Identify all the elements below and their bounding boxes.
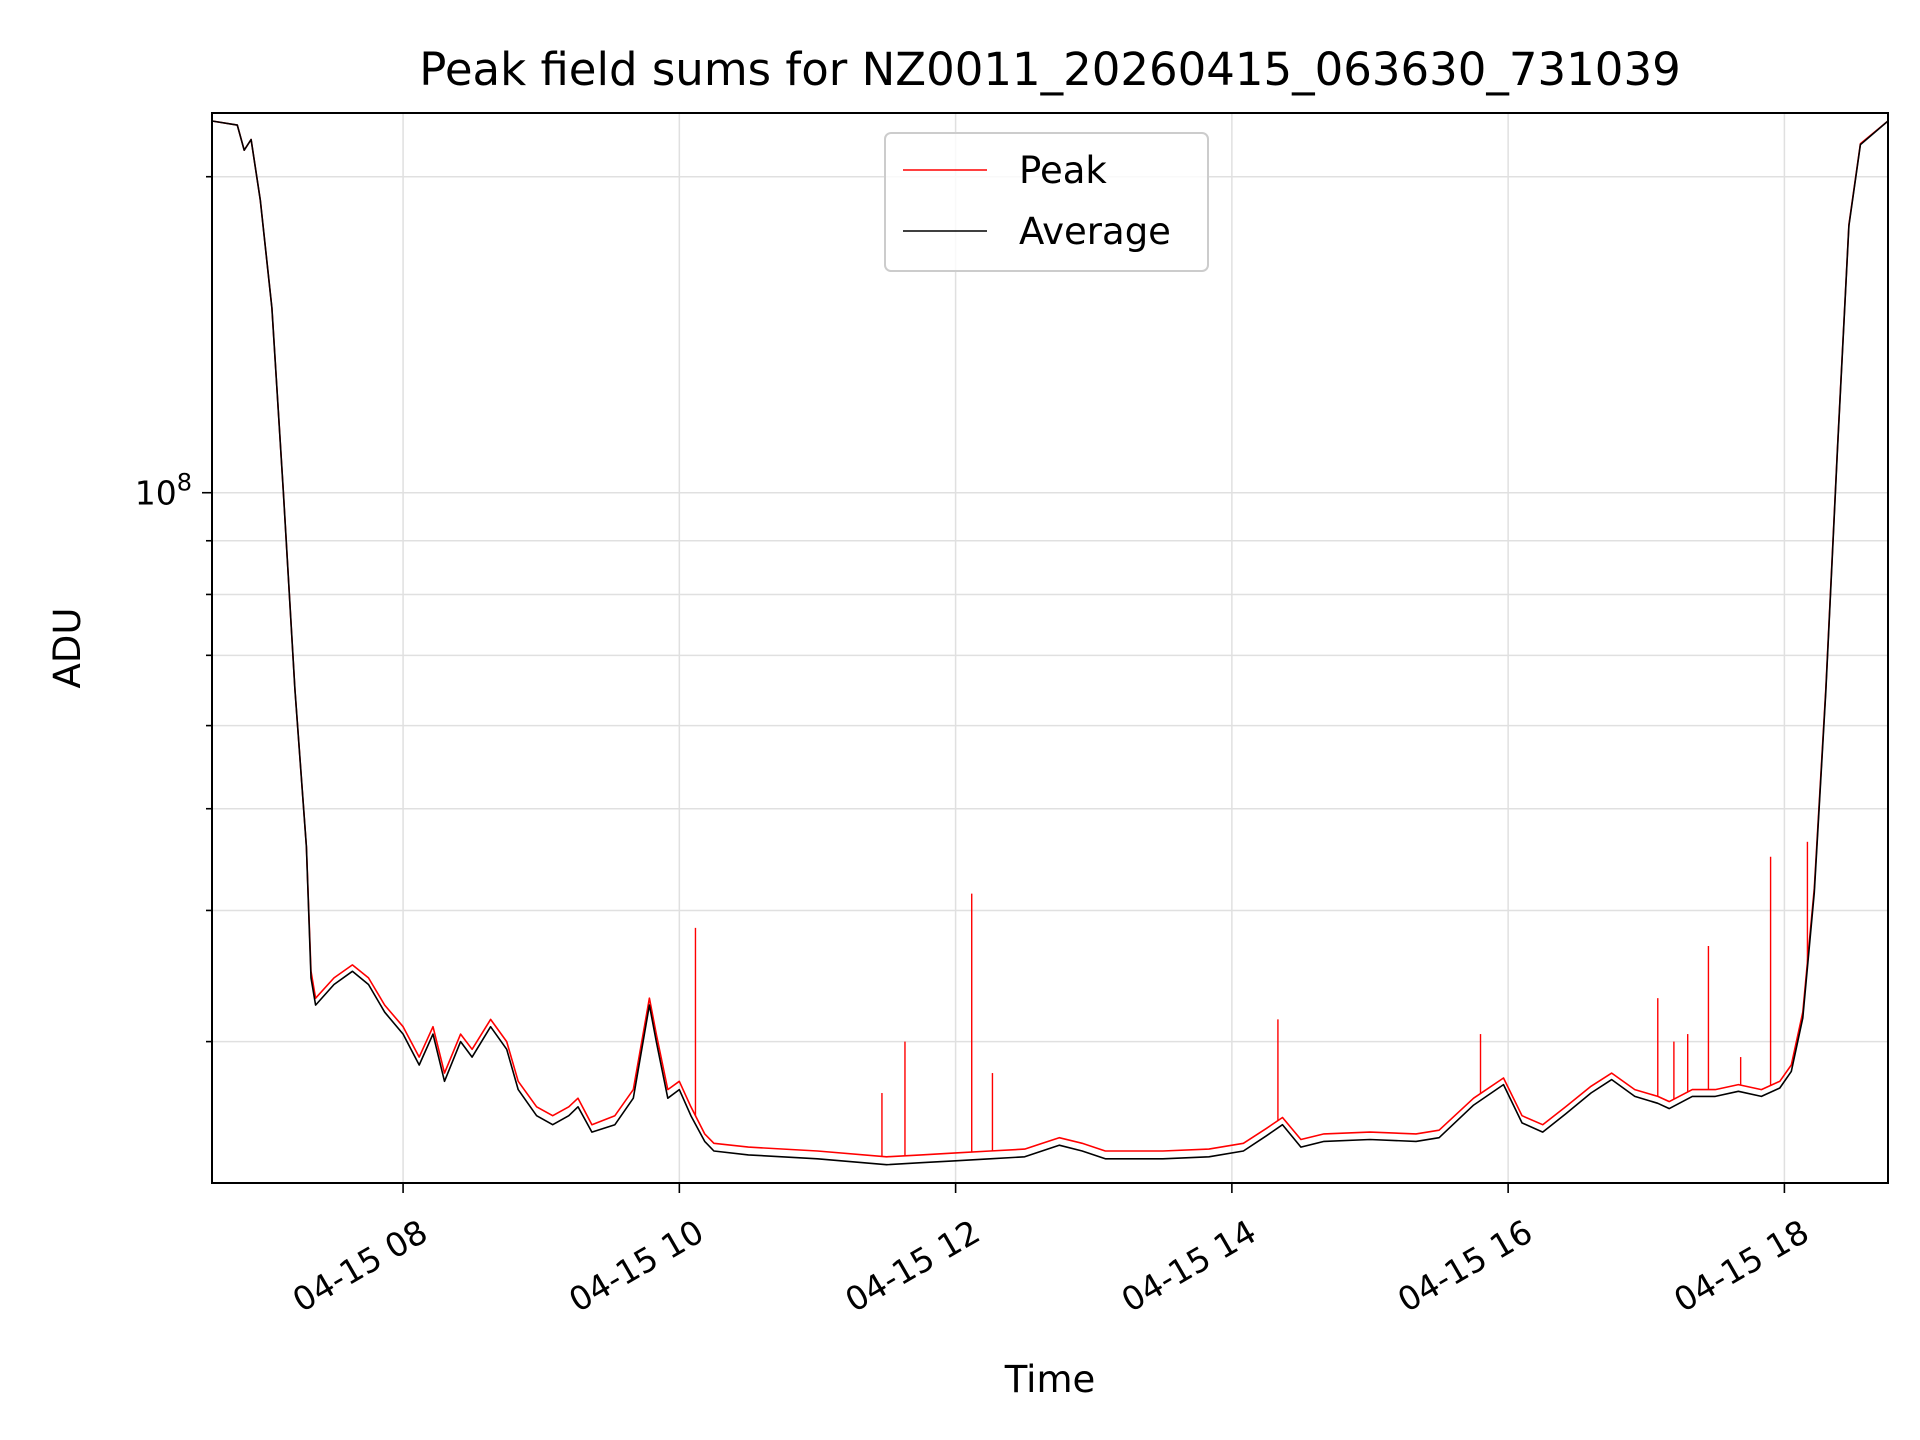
series-line-peak (211, 120, 1889, 1158)
plot-frame (211, 112, 1889, 1184)
series-spikes-peak (694, 841, 1809, 1157)
chart-title: Peak field sums for NZ0011_20260415_0636… (419, 43, 1680, 96)
legend-box (884, 132, 1209, 272)
series-layer (211, 120, 1889, 1166)
legend-label-average: Average (1019, 210, 1171, 253)
legend-label-peak: Peak (1019, 149, 1107, 192)
series-line-average (211, 120, 1889, 1166)
legend: Peak Average (884, 132, 1209, 272)
y-tick-label: 108 (135, 469, 192, 513)
y-axis-label: ADU (46, 608, 89, 689)
x-axis-label: Time (1004, 1358, 1096, 1401)
